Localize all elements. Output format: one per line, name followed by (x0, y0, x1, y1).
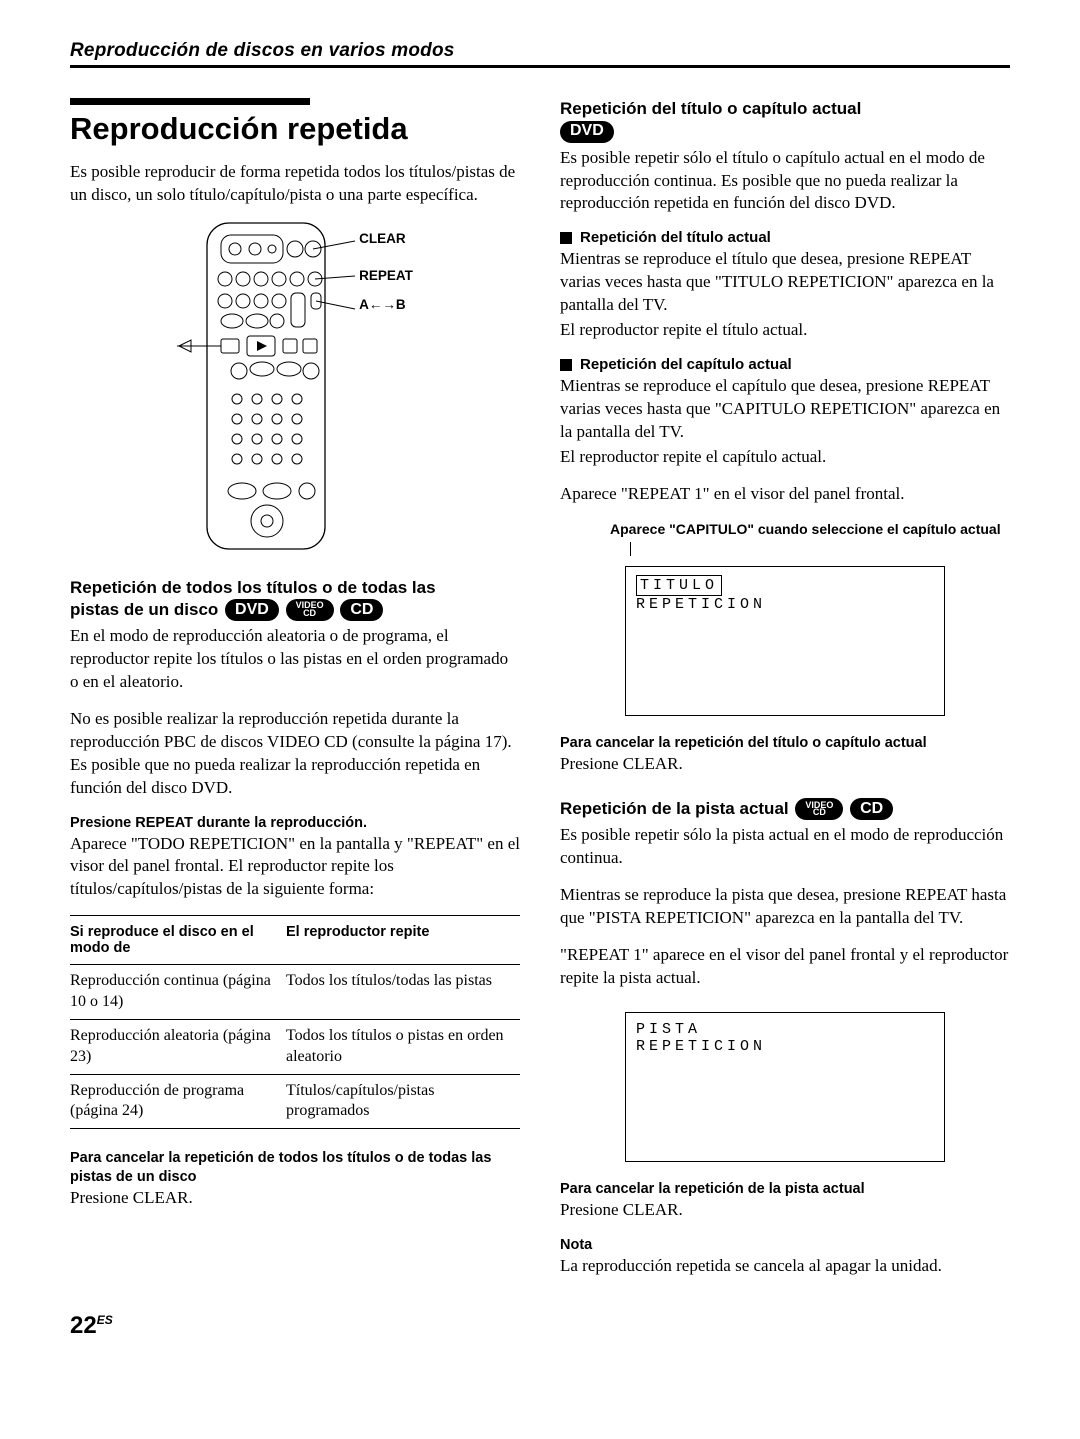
section-title: Reproducción de discos en varios modos (70, 40, 1010, 62)
left-column: Reproducción repetida Es posible reprodu… (70, 98, 520, 1292)
table-row: Reproducción de programa (página 24) Tít… (70, 1074, 520, 1129)
subhead-line2: pistas de un disco (70, 600, 218, 619)
cell: Todos los títulos o pistas en orden alea… (286, 1019, 520, 1074)
remote-svg (177, 221, 357, 551)
right-p1: Es posible repetir sólo el título o capí… (560, 147, 1010, 216)
cd-badge: CD (850, 798, 893, 820)
display-line1: PISTA (636, 1021, 701, 1038)
bullet-chapter-text: Repetición del capítulo actual (580, 356, 792, 373)
subhead-track: Repetición de la pista actual VIDEOCD CD (560, 798, 1010, 821)
table-row: Reproducción continua (página 10 o 14) T… (70, 965, 520, 1020)
right-column: Repetición del título o capítulo actual … (560, 98, 1010, 1292)
cancel-body: Presione CLEAR. (70, 1187, 520, 1210)
bullet-body: Mientras se reproduce el capítulo que de… (560, 375, 1010, 444)
bullet-body: Mientras se reproduce el título que dese… (560, 248, 1010, 317)
subhead-text: Repetición del título o capítulo actual (560, 99, 861, 118)
bullet-title-text: Repetición del título actual (580, 229, 771, 246)
cancel-heading: Para cancelar la repetición de la pista … (560, 1180, 1010, 1199)
videocd-badge: VIDEOCD (286, 599, 334, 621)
bullet-body: El reproductor repite el título actual. (560, 319, 1010, 342)
tv-display-box: TITULO REPETICION (625, 566, 945, 716)
right-p3: Es posible repetir sólo la pista actual … (560, 824, 1010, 870)
cell: Reproducción de programa (página 24) (70, 1074, 286, 1129)
display-line2: REPETICION (636, 596, 766, 613)
ab-label: A←→B (359, 297, 413, 312)
repeat-mode-table: Si reproduce el disco en el modo de El r… (70, 915, 520, 1129)
display-line2: REPETICION (636, 1038, 766, 1055)
subhead-all-titles: Repetición de todos los títulos o de tod… (70, 577, 520, 622)
square-bullet-icon (560, 232, 572, 244)
clear-label: CLEAR (359, 231, 413, 246)
subhead-line1: Repetición de todos los títulos o de tod… (70, 578, 436, 597)
table-row: Reproducción aleatoria (página 23) Todos… (70, 1019, 520, 1074)
cancel-heading: Para cancelar la repetición de todos los… (70, 1149, 520, 1187)
table-h2: El reproductor repite (286, 916, 520, 965)
dvd-badge: DVD (225, 599, 279, 621)
videocd-badge: VIDEOCD (795, 798, 843, 820)
bullet-body: El reproductor repite el capítulo actual… (560, 446, 1010, 469)
square-bullet-icon (560, 359, 572, 371)
right-p4: Mientras se reproduce la pista que desea… (560, 884, 1010, 930)
manual-page: Reproducción de discos en varios modos R… (0, 0, 1080, 1390)
cell: Todos los títulos/todas las pistas (286, 965, 520, 1020)
right-p2: Aparece "REPEAT 1" en el visor del panel… (560, 483, 1010, 506)
nota-body: La reproducción repetida se cancela al a… (560, 1255, 1010, 1278)
left-p2: No es posible realizar la reproducción r… (70, 708, 520, 800)
display-line1: TITULO (636, 575, 722, 596)
section-rule (70, 65, 1010, 68)
pointer-line (630, 542, 631, 556)
repeat-label: REPEAT (359, 268, 413, 283)
table-h1: Si reproduce el disco en el modo de (70, 916, 286, 965)
page-suffix: ES (97, 1313, 113, 1327)
cancel-body: Presione CLEAR. (560, 753, 1010, 776)
display-caption-block: Aparece "CAPITULO" cuando seleccione el … (610, 520, 1010, 556)
nota-heading: Nota (560, 1236, 1010, 1255)
remote-labels: CLEAR REPEAT A←→B (359, 221, 413, 551)
cancel-body: Presione CLEAR. (560, 1199, 1010, 1222)
cell: Reproducción continua (página 10 o 14) (70, 965, 286, 1020)
cell: Títulos/capítulos/pistas programados (286, 1074, 520, 1129)
intro-text: Es posible reproducir de forma repetida … (70, 161, 520, 207)
remote-illustration: CLEAR REPEAT A←→B (70, 221, 520, 551)
page-number: 22ES (70, 1312, 1010, 1340)
page-number-value: 22 (70, 1312, 97, 1339)
right-p5: "REPEAT 1" aparece en el visor del panel… (560, 944, 1010, 990)
left-p3: Aparece "TODO REPETICION" en la pantalla… (70, 833, 520, 902)
step-heading: Presione REPEAT durante la reproducción. (70, 814, 520, 833)
bullet-title: Repetición del título actual (560, 229, 1010, 246)
title-rule (70, 98, 310, 105)
bullet-chapter: Repetición del capítulo actual (560, 356, 1010, 373)
page-title: Reproducción repetida (70, 111, 520, 147)
left-p1: En el modo de reproducción aleatoria o d… (70, 625, 520, 694)
display-caption: Aparece "CAPITULO" cuando seleccione el … (610, 520, 1010, 538)
cell: Reproducción aleatoria (página 23) (70, 1019, 286, 1074)
content-columns: Reproducción repetida Es posible reprodu… (70, 98, 1010, 1292)
tv-display-box: PISTA REPETICION (625, 1012, 945, 1162)
section-header: Reproducción de discos en varios modos (70, 40, 1010, 68)
cd-badge: CD (340, 599, 383, 621)
cancel-heading: Para cancelar la repetición del título o… (560, 734, 1010, 753)
dvd-badge: DVD (560, 121, 614, 143)
subhead-title-chapter: Repetición del título o capítulo actual … (560, 98, 1010, 143)
subhead-text: Repetición de la pista actual (560, 799, 789, 818)
